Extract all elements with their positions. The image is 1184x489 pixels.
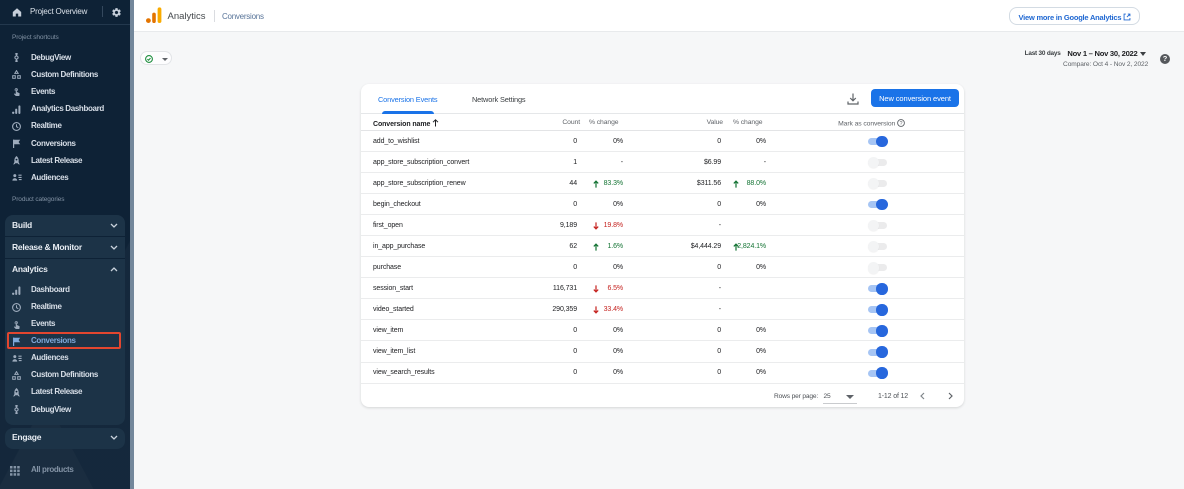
svg-text:?: ? (900, 121, 903, 127)
